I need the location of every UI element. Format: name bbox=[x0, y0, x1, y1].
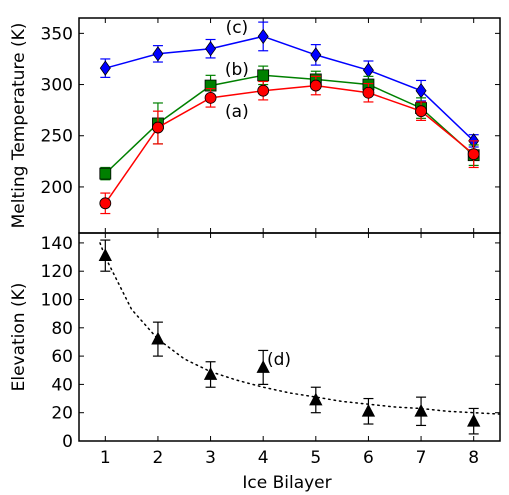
data-point-d bbox=[361, 403, 376, 417]
data-point-a bbox=[204, 91, 217, 104]
data-point-d bbox=[203, 367, 218, 380]
bottom-y-axis-label: Elevation (K) bbox=[9, 283, 29, 392]
data-point-c bbox=[99, 60, 111, 76]
x-tick-label: 4 bbox=[258, 448, 269, 468]
series-d bbox=[98, 239, 481, 435]
annotation-label: (d) bbox=[267, 350, 291, 370]
x-tick-label: 6 bbox=[363, 448, 374, 468]
data-point-c bbox=[415, 83, 427, 99]
data-point-b bbox=[99, 167, 112, 180]
plot-frame bbox=[78, 17, 501, 234]
y-tick-label: 20 bbox=[51, 404, 73, 424]
data-point-d bbox=[414, 403, 428, 417]
data-point-c bbox=[257, 28, 269, 45]
annotation-label: (b) bbox=[225, 60, 249, 80]
data-point-c bbox=[205, 41, 217, 57]
plot-frame bbox=[78, 232, 501, 442]
top-panel: 200 250 300 350 (c) (b) (a) bbox=[41, 17, 501, 234]
y-tick-label: 100 bbox=[41, 291, 73, 311]
x-tick-label: 3 bbox=[205, 448, 216, 468]
data-point-b bbox=[257, 69, 270, 82]
data-point-c bbox=[310, 47, 322, 63]
data-point-a bbox=[362, 86, 375, 99]
y-tick-label: 120 bbox=[41, 262, 73, 282]
data-point-d bbox=[256, 360, 270, 373]
annotation-label: (c) bbox=[226, 18, 249, 38]
y-tick-label: 80 bbox=[51, 319, 73, 339]
data-point-d bbox=[309, 392, 323, 406]
data-point-d bbox=[98, 248, 112, 262]
y-tick-label: 40 bbox=[51, 375, 73, 395]
data-point-d bbox=[151, 331, 165, 345]
series-line-c bbox=[105, 35, 475, 142]
y-tick-label: 350 bbox=[41, 24, 73, 44]
data-point-a bbox=[309, 79, 322, 92]
x-tick-label: 8 bbox=[468, 448, 479, 468]
y-tick-label: 140 bbox=[41, 234, 73, 254]
annotation-label: (a) bbox=[225, 102, 249, 122]
x-tick-label: 5 bbox=[310, 448, 321, 468]
y-tick-label: 60 bbox=[51, 347, 73, 367]
data-point-c bbox=[362, 62, 374, 78]
data-point-d bbox=[467, 413, 481, 427]
series-c bbox=[99, 21, 480, 149]
series-a bbox=[99, 75, 480, 215]
data-point-c bbox=[152, 46, 164, 62]
data-point-a bbox=[415, 105, 427, 118]
y-tick-label: 300 bbox=[41, 76, 73, 96]
x-axis-label: Ice Bilayer bbox=[242, 473, 331, 493]
series-line-a bbox=[104, 84, 475, 204]
data-point-a bbox=[257, 84, 270, 97]
data-point-a bbox=[152, 121, 164, 134]
data-point-a bbox=[467, 148, 480, 161]
x-tick-label: 2 bbox=[153, 448, 164, 468]
x-tick-label: 1 bbox=[100, 448, 111, 468]
y-tick-label: 0 bbox=[62, 432, 73, 452]
top-y-axis-label: Melting Temperature (K) bbox=[9, 23, 29, 229]
fit-curve bbox=[99, 242, 501, 415]
series-line-b bbox=[104, 74, 475, 175]
data-point-a bbox=[99, 197, 112, 210]
y-tick-label: 200 bbox=[41, 178, 73, 198]
x-tick-label: 7 bbox=[416, 448, 427, 468]
y-tick-label: 250 bbox=[41, 127, 73, 147]
